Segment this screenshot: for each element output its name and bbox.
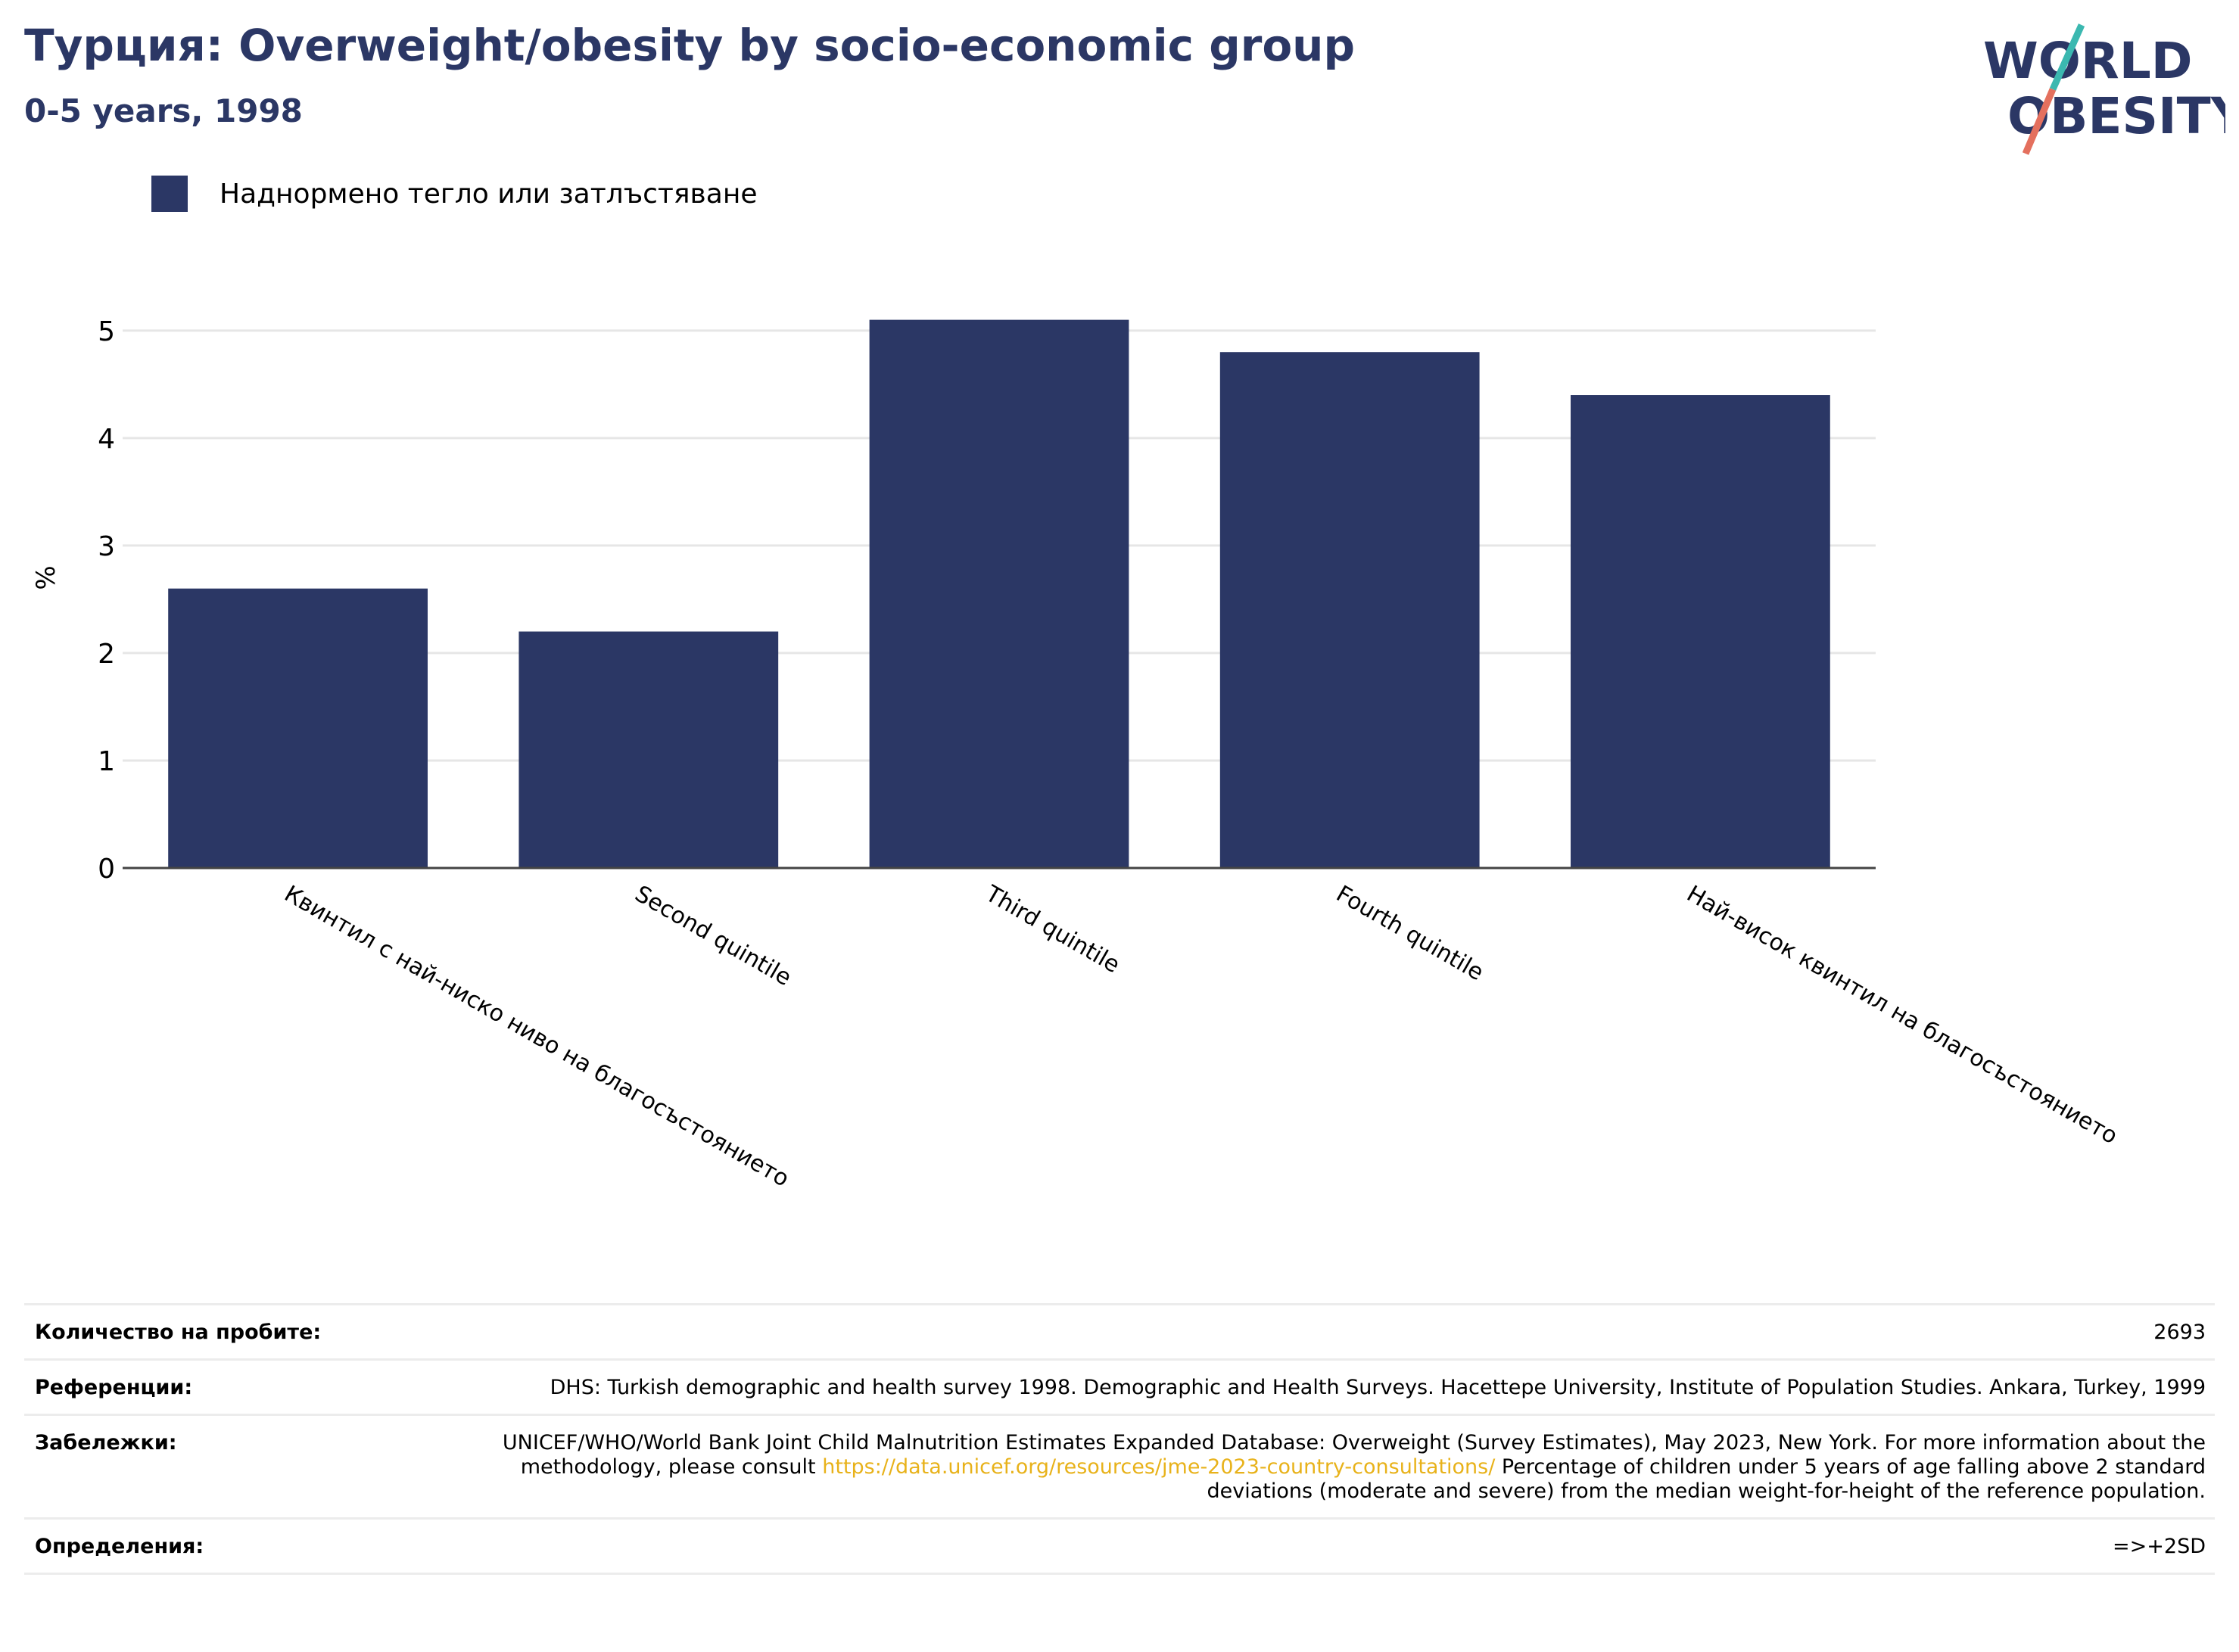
- footer-label: Забележки:: [35, 1431, 177, 1454]
- logo-text-world: WORLD: [1983, 32, 2193, 90]
- bar: [168, 588, 428, 868]
- y-tick-label: 5: [98, 316, 115, 347]
- footer-value: DHS: Turkish demographic and health surv…: [550, 1376, 2206, 1399]
- bar-chart: 0 1 2 3 4 5 Квинтил с най-ниско ниво на благо…: [31, 316, 2122, 1193]
- chart-subtitle: 0-5 years, 1998: [24, 92, 303, 129]
- x-tick-label: Най-висок квинтил на благосъстоянието: [1682, 881, 2122, 1150]
- footer-label: Количество на пробите:: [35, 1321, 322, 1344]
- chart-title: Турция: Overweight/obesity by socio-econ…: [24, 20, 1355, 71]
- x-tick-label: Third quintile: [980, 880, 1124, 978]
- methodology-link[interactable]: https://data.unicef.org/resources/jme-20…: [822, 1455, 1496, 1479]
- bars: [168, 319, 1830, 869]
- logo-slash-teal: [2049, 23, 2085, 91]
- footer-label: Определения:: [35, 1535, 204, 1558]
- notes-text-before: UNICEF/WHO/World Bank Joint Child Malnut…: [502, 1431, 2206, 1479]
- y-tick-label: 4: [98, 424, 115, 455]
- x-tick-labels: Квинтил с най-ниско ниво на благосъстоян…: [280, 880, 2122, 1193]
- footer-row-definitions: Определения: =>+2SD: [24, 1517, 2215, 1575]
- y-tick-label: 1: [98, 746, 115, 777]
- bar: [869, 319, 1129, 869]
- y-tick-label: 0: [98, 854, 115, 885]
- legend-swatch: [151, 176, 188, 212]
- footer-row-references: Референции: DHS: Turkish demographic and…: [24, 1358, 2215, 1414]
- footer-label: Референции:: [35, 1376, 193, 1399]
- footer-row-notes: Забележки: UNICEF/WHO/World Bank Joint C…: [24, 1414, 2215, 1517]
- footer-value: 2693: [2153, 1321, 2206, 1344]
- bar: [1219, 352, 1480, 868]
- bar: [1571, 395, 1830, 868]
- x-tick-label: Fourth quintile: [1331, 881, 1488, 987]
- x-tick-label: Second quintile: [631, 881, 796, 991]
- world-obesity-logo: WORLD OBESITY: [1983, 23, 2225, 155]
- notes-text-after: Percentage of children under 5 years of …: [1207, 1455, 2206, 1503]
- legend: Наднормено тегло или затлъстяване: [151, 176, 758, 212]
- metadata-footer: Количество на пробите: 2693 Референции: …: [24, 1303, 2215, 1575]
- bar: [518, 631, 779, 868]
- y-tick-labels: 0 1 2 3 4 5: [98, 316, 115, 885]
- footer-row-sample-size: Количество на пробите: 2693: [24, 1303, 2215, 1358]
- logo-slash-coral: [2022, 88, 2057, 155]
- footer-value: UNICEF/WHO/World Bank Joint Child Malnut…: [495, 1431, 2206, 1504]
- y-tick-label: 2: [98, 639, 115, 670]
- y-axis-label: %: [31, 565, 61, 590]
- footer-value: =>+2SD: [2113, 1535, 2206, 1558]
- legend-label: Наднормено тегло или затлъстяване: [220, 178, 758, 210]
- y-tick-label: 3: [98, 531, 115, 562]
